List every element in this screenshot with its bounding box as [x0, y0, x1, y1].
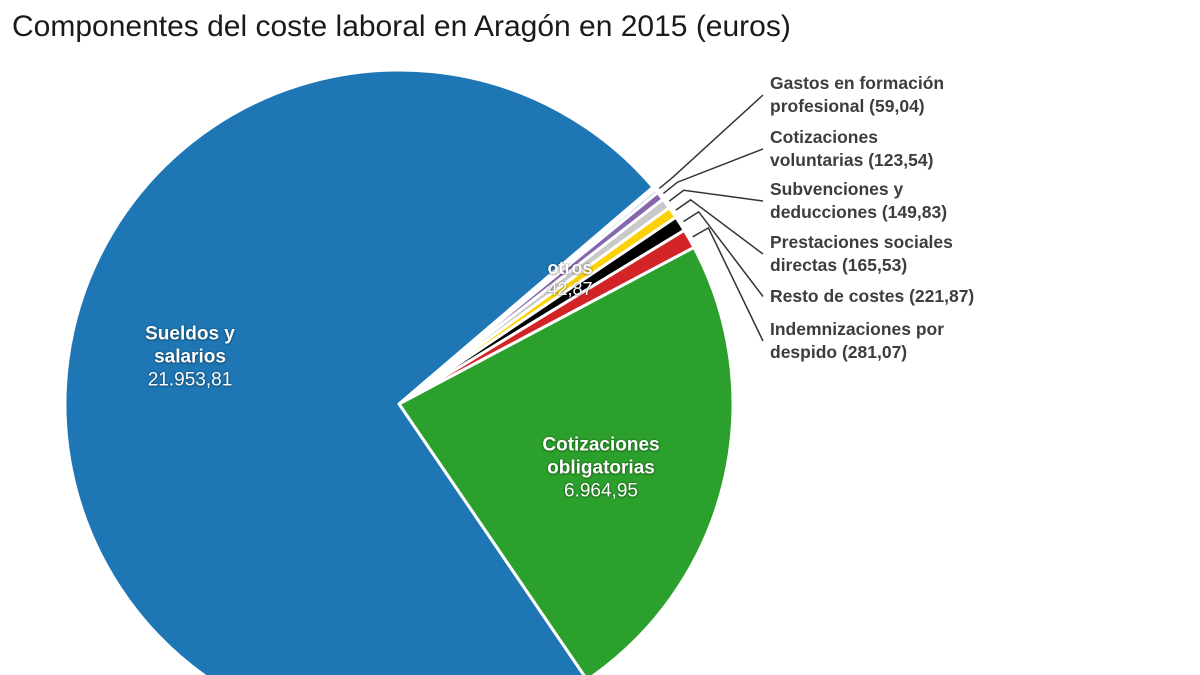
- callout-line-indemnizaciones-por-despido: [692, 226, 764, 342]
- slice-label-title: Cotizaciones obligatorias: [542, 434, 660, 479]
- slice-label-title: otros: [547, 258, 593, 278]
- pie-slice-cotizaciones-obligatorias: [397, 245, 735, 675]
- chart-title: Componentes del coste laboral en Aragón …: [12, 10, 791, 43]
- slice-label-otros: otros 42,87: [547, 258, 592, 300]
- callout-label-indemnizaciones-despido: Indemnizaciones por despido (281,07): [770, 319, 945, 362]
- slice-label-value: 42,87: [547, 279, 593, 299]
- callout-line-subvenciones-deducciones: [668, 189, 764, 202]
- callout-label-prestaciones-sociales: Prestaciones sociales directas (165,53): [770, 232, 953, 275]
- callout-line-resto-de-costes: [683, 210, 764, 297]
- callout-label-gastos-formacion: Gastos en formación profesional (59,04): [770, 73, 945, 116]
- slice-label-value: 21.953,81: [147, 369, 233, 391]
- pie-slice-sueldos-y-salarios: [63, 68, 655, 675]
- slice-label-title: Sueldos y salarios: [145, 323, 235, 368]
- pie-slices: [63, 68, 735, 675]
- callout-line-cotizaciones-voluntarias: [662, 148, 764, 195]
- callout-line-prestaciones-sociales-directas: [675, 198, 764, 255]
- callout-line-gastos-formacion-profesional: [658, 94, 764, 189]
- slice-label-value: 6.964,95: [564, 480, 638, 502]
- callout-label-resto-de-costes: Resto de costes (221,87): [770, 286, 975, 306]
- slice-label-sueldos-y-salarios: Sueldos y salarios 21.953,81: [145, 323, 235, 392]
- callout-lines: [658, 94, 764, 342]
- slice-label-cotizaciones-obligatorias: Cotizaciones obligatorias 6.964,95: [542, 434, 659, 503]
- callout-label-cotizaciones-voluntarias: Cotizaciones voluntarias (123,54): [770, 127, 934, 170]
- callout-label-subvenciones-deducciones: Subvenciones y deducciones (149,83): [770, 179, 948, 222]
